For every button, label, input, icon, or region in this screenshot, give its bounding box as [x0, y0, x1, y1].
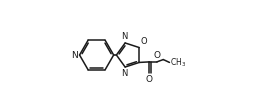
Text: CH$_3$: CH$_3$ [170, 56, 186, 69]
Text: O: O [154, 51, 161, 60]
Text: N: N [121, 69, 128, 78]
Text: O: O [145, 75, 152, 83]
Text: O: O [141, 37, 147, 46]
Text: N: N [71, 50, 78, 60]
Text: N: N [121, 32, 128, 41]
